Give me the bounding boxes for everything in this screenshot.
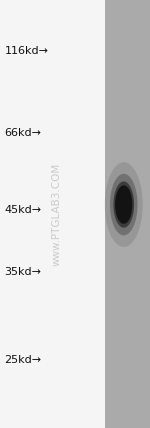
Ellipse shape — [110, 174, 138, 235]
Text: 116kd→: 116kd→ — [4, 45, 48, 56]
Ellipse shape — [113, 181, 134, 228]
Bar — [105, 0, 150, 428]
Ellipse shape — [115, 185, 132, 224]
Text: www.PTGLAB3.COM: www.PTGLAB3.COM — [52, 162, 62, 266]
Text: 25kd→: 25kd→ — [4, 354, 42, 365]
Text: 45kd→: 45kd→ — [4, 205, 42, 215]
Bar — [0, 0, 105, 428]
Text: 35kd→: 35kd→ — [4, 267, 42, 277]
Text: 66kd→: 66kd→ — [4, 128, 42, 138]
Ellipse shape — [105, 162, 143, 247]
